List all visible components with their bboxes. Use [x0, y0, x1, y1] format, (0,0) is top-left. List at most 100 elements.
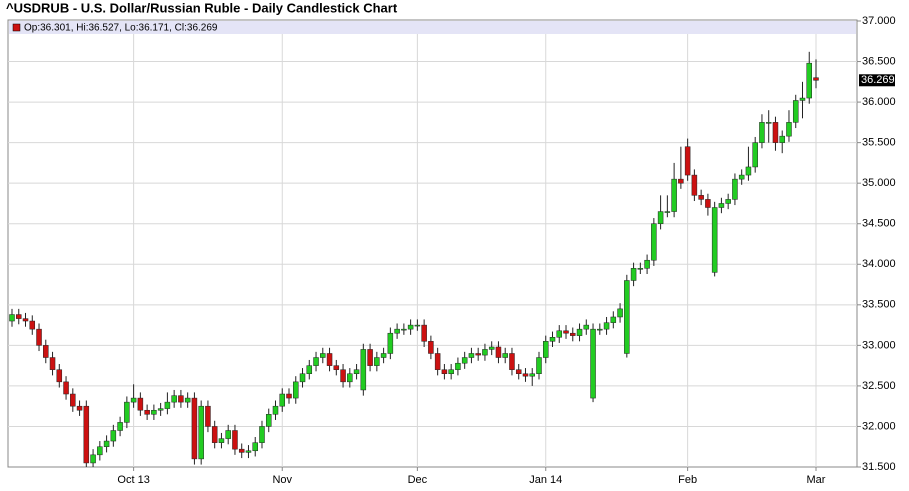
- candle-body: [461, 357, 468, 364]
- candle-body: [252, 442, 258, 452]
- candle-body: [752, 142, 758, 168]
- candle-body: [725, 199, 731, 204]
- candle-body: [637, 268, 644, 270]
- candle-body: [495, 346, 502, 358]
- candle-body: [738, 174, 745, 180]
- y-tick-label: 36.000: [862, 96, 896, 108]
- candle-body: [617, 308, 623, 318]
- last-price-label: 36.269: [861, 74, 895, 86]
- candle-body: [813, 77, 819, 81]
- candle-body: [610, 316, 617, 323]
- candle-body: [43, 345, 49, 358]
- legend-text: Op:36.301, Hi:36.527, Lo:36.171, Cl:36.2…: [24, 23, 218, 34]
- candle-body: [590, 328, 596, 399]
- candle-body: [70, 393, 76, 407]
- candle-body: [36, 328, 42, 346]
- candle-body: [164, 401, 171, 409]
- candle-body: [110, 430, 117, 442]
- candle-body: [326, 353, 333, 366]
- candle-body: [549, 337, 556, 342]
- candle-body: [407, 324, 414, 330]
- candle-body: [76, 405, 83, 411]
- y-tick-label: 37.000: [862, 15, 896, 27]
- candle-body: [286, 393, 292, 399]
- candle-body: [374, 357, 380, 366]
- candle-body: [732, 178, 738, 200]
- candle-body: [705, 199, 711, 208]
- candle-body: [293, 381, 299, 399]
- candle-body: [691, 174, 698, 196]
- candle-body: [806, 62, 812, 99]
- candle-body: [556, 330, 563, 338]
- candle-body: [488, 346, 495, 350]
- candle-body: [117, 422, 123, 431]
- candle-body: [718, 203, 725, 208]
- candle-body: [340, 369, 346, 383]
- candle-body: [502, 353, 508, 358]
- candle-body: [306, 365, 313, 374]
- candle-body: [191, 397, 198, 460]
- x-tick-label: Feb: [678, 474, 697, 486]
- candle-body: [455, 362, 461, 370]
- candle-body: [799, 97, 806, 101]
- candle-body: [664, 211, 671, 213]
- candle-body: [238, 448, 245, 453]
- candle-body: [22, 318, 29, 322]
- legend-band: [9, 21, 856, 34]
- candle-body: [434, 353, 441, 370]
- candle-body: [232, 430, 238, 450]
- candle-body: [380, 353, 387, 358]
- legend-swatch: [12, 23, 21, 32]
- candle-body: [536, 357, 542, 374]
- candle-body: [529, 373, 535, 377]
- candle-body: [475, 353, 481, 356]
- x-tick-label: Mar: [807, 474, 826, 486]
- candle-body: [313, 357, 319, 366]
- candle-body: [103, 440, 110, 447]
- candle-body: [49, 357, 56, 370]
- candle-body: [468, 353, 475, 358]
- candle-body: [367, 349, 373, 366]
- last-price-box: [859, 74, 895, 87]
- candle-body: [522, 373, 529, 377]
- candle-body: [29, 320, 36, 330]
- x-tick-label: Jan 14: [529, 474, 562, 486]
- candle-body: [542, 341, 549, 358]
- candle-body: [698, 195, 704, 200]
- candle-body: [320, 353, 326, 358]
- candle-body: [198, 405, 204, 460]
- candle-body: [711, 207, 718, 273]
- y-tick-label: 32.000: [862, 420, 896, 432]
- x-tick-label: Oct 13: [117, 474, 149, 486]
- candle-body: [684, 146, 691, 176]
- candle-body: [576, 328, 583, 336]
- candle-body: [245, 450, 252, 453]
- candle-body: [56, 369, 63, 383]
- candle-body: [421, 324, 427, 342]
- candle-body: [151, 409, 157, 415]
- candle-body: [211, 426, 218, 443]
- candle-body: [184, 397, 191, 403]
- candle-body: [428, 341, 434, 354]
- candle-body: [779, 135, 785, 143]
- candle-body: [157, 408, 164, 411]
- candle-body: [624, 280, 630, 354]
- candle-body: [563, 330, 569, 334]
- candle-body: [387, 332, 394, 354]
- y-tick-label: 34.500: [862, 218, 896, 230]
- candle-body: [144, 409, 150, 415]
- candle-body: [137, 397, 144, 411]
- candle-body: [83, 405, 90, 464]
- candle-body: [259, 426, 265, 443]
- candle-body: [414, 324, 421, 327]
- candle-body: [360, 349, 367, 391]
- candle-body: [205, 405, 211, 427]
- candle-body: [745, 166, 752, 176]
- candle-body: [333, 365, 340, 370]
- candle-body: [347, 373, 353, 383]
- candle-body: [583, 324, 590, 330]
- candle-body: [441, 369, 448, 374]
- candle-body: [570, 332, 576, 336]
- chart-title: ^USDRUB - U.S. Dollar/Russian Ruble - Da…: [6, 0, 398, 15]
